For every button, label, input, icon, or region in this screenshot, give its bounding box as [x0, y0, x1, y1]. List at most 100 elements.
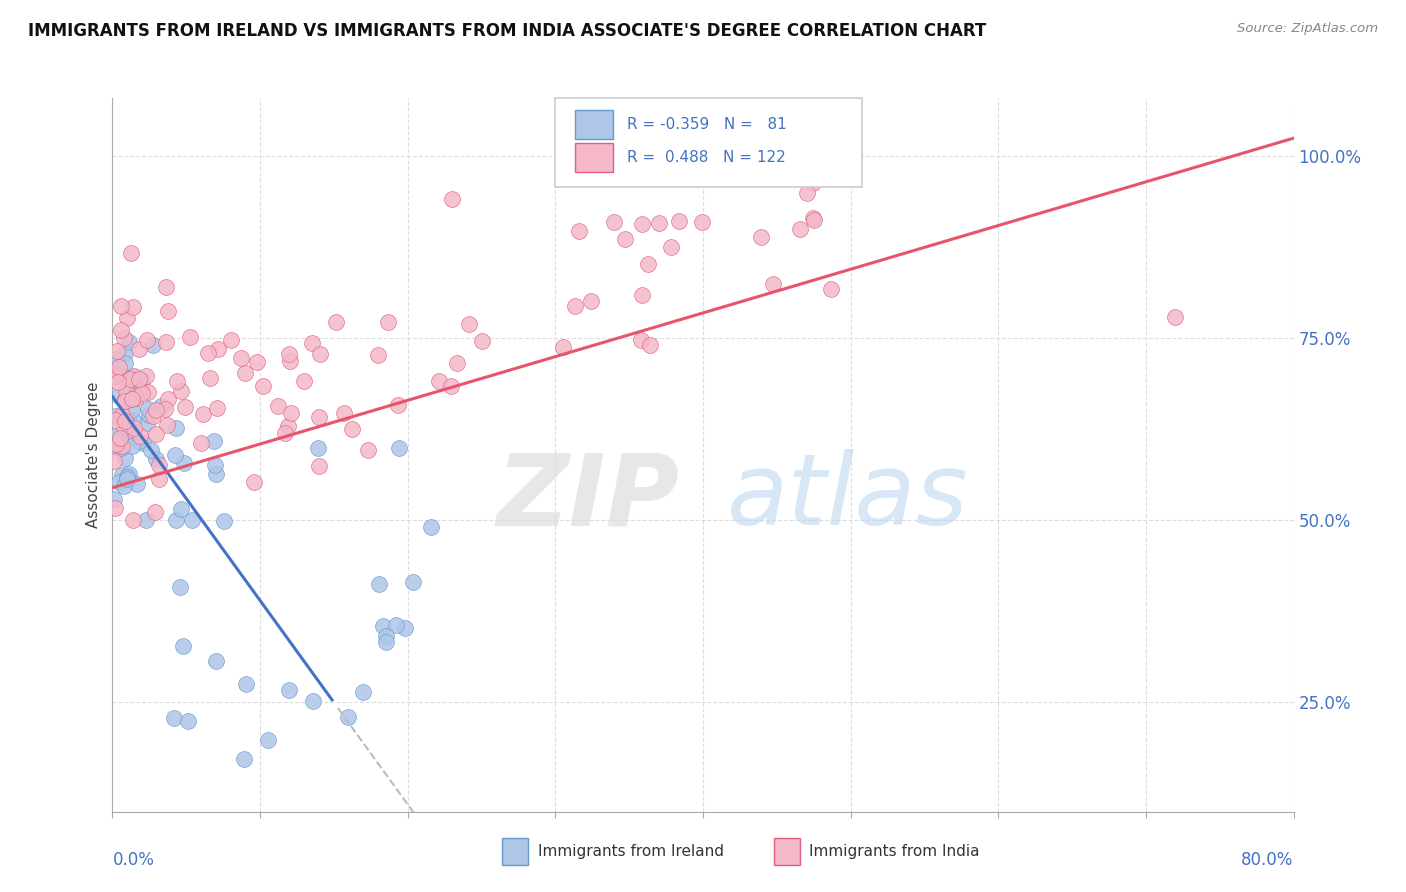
Point: [114, 331, 136, 345]
Point: [105, 436, 128, 450]
Point: [128, 372, 150, 386]
Point: [145, 427, 167, 442]
Point: [256, 732, 278, 747]
Text: R =  0.488   N = 122: R = 0.488 N = 122: [627, 150, 786, 165]
Text: ZIP: ZIP: [496, 450, 679, 546]
Point: [235, 366, 257, 380]
Point: [155, 280, 177, 294]
Point: [122, 368, 145, 383]
Point: [115, 388, 138, 402]
Point: [402, 574, 425, 589]
Text: 80.0%: 80.0%: [1241, 851, 1294, 869]
Point: [267, 399, 290, 413]
Point: [301, 336, 323, 351]
Point: [111, 438, 134, 452]
Point: [117, 470, 139, 484]
Point: [169, 384, 191, 398]
Point: [121, 392, 143, 406]
Point: [166, 375, 188, 389]
Point: [103, 412, 125, 426]
Point: [107, 435, 129, 450]
Point: [111, 408, 134, 422]
Point: [193, 407, 215, 421]
Text: IMMIGRANTS FROM IRELAND VS IMMIGRANTS FROM INDIA ASSOCIATE'S DEGREE CORRELATION : IMMIGRANTS FROM IRELAND VS IMMIGRANTS FR…: [28, 22, 987, 40]
Point: [820, 282, 842, 296]
Point: [246, 355, 269, 369]
Point: [122, 420, 145, 434]
Point: [110, 441, 132, 455]
Point: [149, 399, 172, 413]
Point: [659, 240, 682, 254]
Point: [138, 402, 160, 417]
Point: [458, 318, 481, 332]
Point: [110, 323, 132, 337]
Point: [205, 654, 228, 668]
Point: [308, 409, 330, 424]
Point: [108, 389, 131, 403]
Point: [124, 389, 146, 403]
Point: [280, 407, 302, 421]
Point: [104, 409, 127, 424]
Point: [277, 682, 299, 697]
Point: [427, 374, 450, 388]
Point: [145, 452, 167, 467]
Point: [690, 215, 713, 229]
Point: [115, 472, 138, 486]
Point: [110, 299, 132, 313]
Point: [115, 416, 138, 430]
Point: [197, 346, 219, 360]
Point: [107, 368, 129, 383]
Point: [125, 391, 148, 405]
Point: [179, 329, 201, 343]
Point: [172, 639, 194, 653]
Point: [613, 232, 636, 246]
Point: [388, 441, 411, 455]
Text: 0.0%: 0.0%: [112, 851, 155, 869]
Point: [302, 694, 325, 708]
Point: [138, 384, 160, 399]
Point: [165, 448, 187, 462]
Point: [789, 222, 811, 236]
Point: [394, 621, 416, 635]
Text: Immigrants from India: Immigrants from India: [810, 844, 980, 859]
Point: [115, 310, 138, 325]
Point: [252, 379, 274, 393]
Point: [204, 458, 226, 473]
Point: [165, 421, 187, 435]
Point: [367, 348, 389, 362]
Point: [243, 475, 266, 489]
Point: [803, 177, 825, 191]
Bar: [773, 838, 800, 865]
Point: [212, 514, 235, 528]
Point: [114, 394, 136, 409]
Text: Immigrants from Ireland: Immigrants from Ireland: [537, 844, 724, 859]
Point: [112, 479, 135, 493]
Point: [804, 161, 827, 176]
Point: [108, 475, 131, 490]
Point: [122, 513, 145, 527]
Point: [155, 335, 177, 350]
Point: [648, 215, 671, 229]
Point: [135, 416, 157, 430]
Point: [118, 392, 141, 407]
Point: [233, 752, 256, 766]
Point: [103, 441, 125, 455]
Text: R = -0.359   N =   81: R = -0.359 N = 81: [627, 117, 787, 132]
Point: [120, 391, 142, 405]
Point: [110, 468, 132, 483]
Point: [148, 458, 170, 472]
Point: [637, 257, 659, 271]
Point: [143, 505, 166, 519]
Point: [156, 303, 179, 318]
Point: [352, 684, 374, 698]
Point: [128, 434, 150, 448]
Point: [138, 408, 160, 422]
Point: [105, 343, 128, 358]
Point: [568, 224, 591, 238]
Point: [762, 277, 785, 292]
Point: [440, 379, 463, 393]
Point: [121, 403, 143, 417]
Point: [142, 338, 165, 352]
Point: [181, 513, 204, 527]
Point: [142, 409, 165, 423]
